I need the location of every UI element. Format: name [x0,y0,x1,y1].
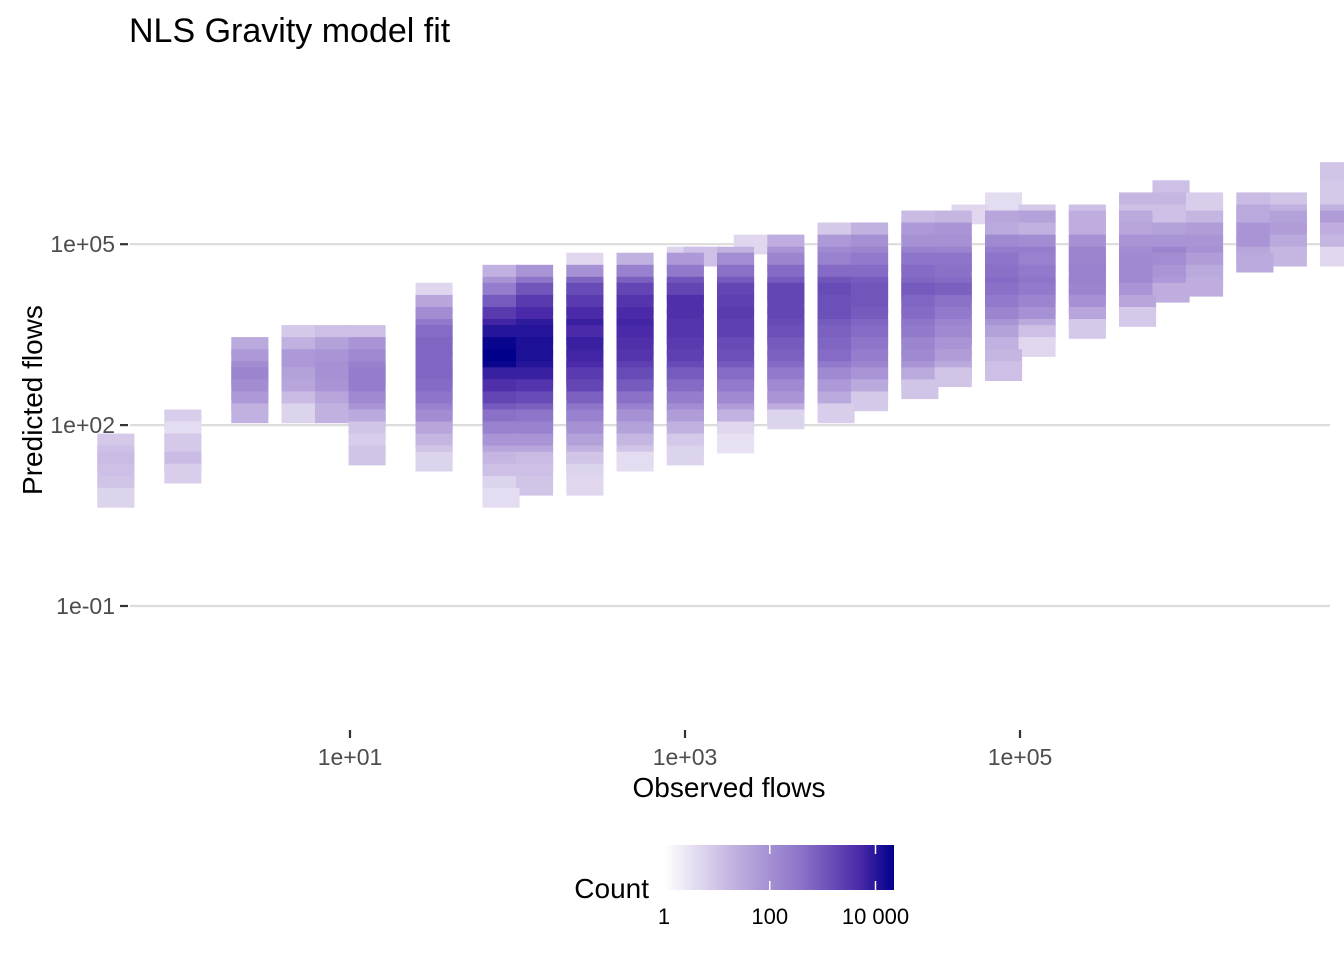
heat-tile-r12-c16 [1152,282,1190,303]
y-tick-label-1: 1e+02 [50,412,115,438]
heat-tile-r21-c14 [901,379,939,400]
heat-tile-r22-c13 [851,391,889,412]
heat-tile-r26-c1 [164,433,202,454]
heat-tile-r31-c0 [97,487,135,508]
heat-tile-r15-c14 [1068,319,1106,339]
tiles-layer [97,162,1344,508]
heat-tile-r0-c0 [1320,162,1344,182]
x-axis-title: Observed flows [633,772,826,803]
legend-title: Count [574,873,649,904]
heat-tile-r19-c16 [985,361,1023,381]
heat-tile-r26-c9 [717,433,755,454]
heat-tile-r8-c15 [1269,246,1307,267]
legend: Count 1 100 10 000 [574,845,909,929]
heat-tile-r30-c2 [516,475,554,496]
heat-tile-r14-c15 [1119,307,1157,327]
y-tick-label-2: 1e+05 [50,231,115,257]
chart-title: NLS Gravity model fit [129,12,451,50]
legend-label-2: 10 000 [842,904,909,929]
heat-tile-r27-c1 [348,445,386,466]
x-tick-label-1: 1e+03 [653,744,718,770]
y-tick-label-0: 1e-01 [56,593,115,619]
y-axis-title: Predicted flows [17,305,48,495]
heat-tile-r17-c17 [1018,337,1056,357]
heat-tile-r29-c1 [164,463,202,484]
legend-ticks: 1 100 10 000 [658,845,909,929]
heat-tile-r23-c2 [315,403,353,424]
heat-tile-r31-c1 [482,487,520,508]
heat-tile-r9-c15 [1236,252,1274,273]
heat-tile-r3-c0 [985,192,1023,213]
ticks-layer: 1e+01 1e+03 1e+05 1e-01 1e+02 1e+05 [50,231,1052,770]
heat-tile-r23-c12 [817,403,855,424]
heat-tile-r27-c7 [666,445,704,466]
heat-tile-r23-c1 [281,403,319,424]
heat-tile-r11-c16 [1186,276,1224,297]
heat-tile-r23-c0 [231,403,269,424]
heat-tile-r8-c16 [1320,246,1344,267]
x-tick-label-2: 1e+05 [988,744,1053,770]
heat-tile-r28-c2 [415,451,453,472]
heat-tile-r20-c15 [934,367,972,388]
legend-label-1: 100 [751,904,788,929]
x-tick-label-0: 1e+01 [318,744,383,770]
heat-tile-r28-c6 [616,451,654,472]
legend-label-0: 1 [658,904,670,929]
heat-tile-r30-c3 [566,475,604,496]
heat-tile-r24-c9 [767,409,805,430]
legend-colorbar [664,845,894,890]
